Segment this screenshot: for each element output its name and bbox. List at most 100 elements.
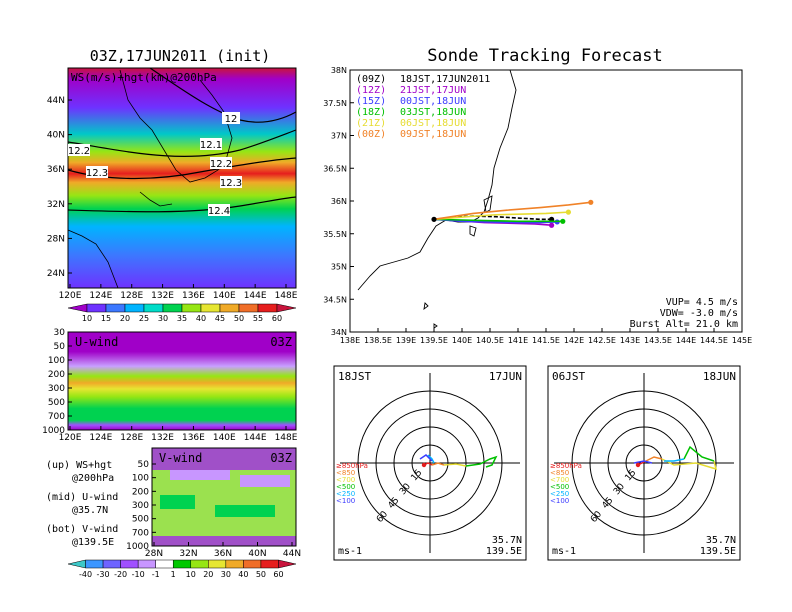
x-tick-label: 36N: [214, 549, 232, 559]
colorbar-swatch: [105, 303, 126, 313]
hodograph-origin: [421, 462, 427, 468]
v-wind-label: V-wind: [159, 451, 202, 465]
x-tick-label: 44N: [283, 549, 301, 559]
hodograph-trace: [661, 458, 718, 471]
legend-jst: 09JST,18JUN: [400, 129, 466, 140]
hodo-legend-item: <100: [336, 497, 355, 505]
x-tick-label: 142.5E: [588, 336, 616, 345]
x-tick-label: 140E: [213, 433, 236, 443]
launch-point: [431, 216, 437, 222]
colorbar-swatch: [190, 559, 209, 569]
colorbar-label: 45: [215, 314, 225, 323]
u-wind-panel: U-wind 03Z 30 50 100 200 300 500 700 1000 120E 1…: [42, 328, 298, 443]
left-title: 03Z,17JUN2011 (init): [90, 47, 271, 65]
legend-utc: (21Z): [356, 118, 386, 129]
colorbar-swatch: [67, 303, 88, 313]
hodograph-trace: [683, 445, 715, 462]
param-burst: Burst Alt= 21.0 km: [630, 319, 738, 330]
x-tick-label: 120E: [59, 433, 82, 443]
y-tick-label: 50: [54, 342, 66, 352]
hodograph-trace: [633, 460, 653, 464]
y-tick-label: 24N: [47, 269, 65, 279]
x-tick-label: 144E: [244, 291, 267, 301]
hodograph-trace: [645, 456, 663, 462]
x-tick-label: 132E: [151, 433, 174, 443]
contour-label: 12.3: [220, 178, 242, 189]
legend-jst: 06JST,18JUN: [400, 118, 466, 129]
y-tick-label: 32N: [47, 200, 65, 210]
contour-label: 12.2: [68, 146, 90, 157]
panel-legend: (up) WS+hgt @200hPa (mid) U-wind @35.7N …: [46, 460, 118, 548]
y-tick-label: 28N: [47, 234, 65, 244]
contour-line: [67, 129, 297, 157]
x-tick-label: 124E: [89, 291, 112, 301]
legend-bot-2: @139.5E: [72, 537, 114, 548]
hodo-legend-item: <700: [550, 476, 569, 484]
coastline: [483, 195, 493, 213]
legend-utc: (09Z): [356, 74, 386, 85]
track-line: [433, 218, 563, 223]
x-tick-label: 32N: [179, 549, 197, 559]
colorbar-label: 20: [120, 314, 130, 323]
colorbar-label: 10: [82, 314, 92, 323]
colorbar-swatch: [143, 303, 164, 313]
hodo-date: 17JUN: [489, 370, 522, 383]
hodo-legend-item: <250: [336, 490, 355, 498]
x-tick-label: 139.5E: [420, 336, 448, 345]
hodo-unit: ms-1: [338, 546, 362, 557]
colorbar-swatch: [278, 559, 297, 569]
y-tick-label: 44N: [47, 96, 65, 106]
x-tick-label: 148E: [275, 433, 298, 443]
colorbar-swatch: [260, 559, 279, 569]
hodo-legend-item: <850: [550, 469, 569, 477]
colorbar-label: 60: [273, 570, 283, 579]
x-tick-label: 142E: [564, 336, 584, 345]
y-tick-label: 37.5N: [323, 99, 347, 108]
y-tick-label: 1000: [126, 542, 149, 552]
x-tick-label: 132E: [151, 291, 174, 301]
hodograph-trace: [419, 454, 433, 462]
coastline: [139, 191, 173, 207]
y-tick-label: 50: [138, 460, 150, 470]
legend-utc: (00Z): [356, 129, 386, 140]
colorbar-label: -40: [79, 570, 92, 579]
y-tick-label: 300: [132, 501, 149, 511]
y-tick-label: 200: [48, 370, 65, 380]
hodo-legend-item: ≥850hPa: [336, 462, 368, 470]
colorbar-label: 40: [196, 314, 206, 323]
param-vdw: VDW= -3.0 m/s: [660, 308, 738, 319]
hodograph-right: 06JST 18JUN 35.7N 139.5E ms-1 15304560≥8…: [547, 365, 741, 561]
contour-label: 12.2: [210, 159, 232, 170]
x-tick-label: 138.5E: [364, 336, 392, 345]
x-tick-label: 148E: [275, 291, 298, 301]
x-tick-label: 140E: [452, 336, 472, 345]
wind-speed-map: 12 12.2 12.1 12.2 12.3 12.3 12.4 WS(m/s)…: [47, 67, 298, 301]
track-line: [433, 215, 552, 221]
legend-up-2: @200hPa: [72, 473, 114, 484]
colorbar-swatch: [155, 559, 174, 569]
y-tick-label: 36.5N: [323, 164, 347, 173]
colorbar-label: 30: [221, 570, 231, 579]
y-tick-label: 100: [132, 474, 149, 484]
colorbar-swatch: [124, 303, 145, 313]
y-tick-label: 500: [48, 398, 65, 408]
x-tick-label: 144E: [676, 336, 696, 345]
colorbar-swatch: [208, 559, 227, 569]
hodo-legend-item: <500: [550, 483, 569, 491]
y-tick-label: 700: [132, 528, 149, 538]
colorbar-swatch: [225, 559, 244, 569]
hodograph-origin: [635, 462, 641, 468]
legend-jst: 18JST,17JUN2011: [400, 74, 490, 85]
track-map-frame: [349, 69, 743, 333]
legend-bot-1: (bot) V-wind: [46, 524, 118, 535]
y-tick-label: 34N: [331, 328, 347, 337]
x-tick-label: 128E: [120, 433, 143, 443]
colorbar-label: 20: [203, 570, 213, 579]
legend-jst: 00JST,18JUN: [400, 96, 466, 107]
track-end-point: [565, 209, 572, 215]
map-label: WS(m/s)+hgt(km)@200hPa: [71, 71, 217, 84]
legend-jst: 21JST,17JUN: [400, 85, 466, 96]
x-tick-label: 128E: [120, 291, 143, 301]
hodo-lon: 139.5E: [700, 546, 736, 557]
legend-mid-2: @35.7N: [72, 505, 108, 516]
